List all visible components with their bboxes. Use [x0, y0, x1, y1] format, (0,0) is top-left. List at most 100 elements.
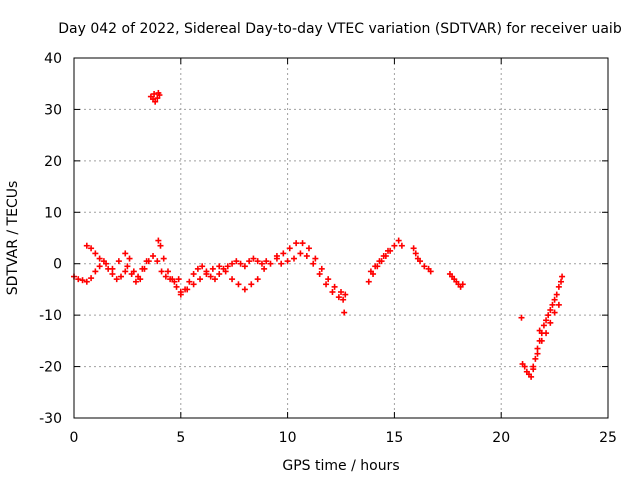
data-point	[305, 245, 312, 252]
data-point	[323, 281, 330, 288]
data-point	[132, 278, 139, 285]
data-point	[83, 242, 90, 249]
data-point	[197, 276, 204, 283]
data-point	[303, 253, 310, 259]
data-point	[543, 317, 550, 324]
y-tick-label: 0	[53, 257, 62, 273]
data-point	[235, 281, 242, 288]
data-point	[365, 278, 372, 285]
data-point	[79, 277, 86, 284]
data-point	[280, 250, 287, 257]
data-point	[126, 255, 133, 262]
data-points	[71, 89, 566, 380]
grid-lines	[74, 58, 608, 418]
data-point	[248, 281, 255, 288]
data-point	[329, 289, 336, 295]
data-point	[410, 245, 417, 252]
data-point	[532, 355, 539, 362]
data-point	[538, 337, 545, 344]
data-point	[186, 278, 193, 285]
data-point	[318, 265, 325, 272]
data-point	[312, 255, 319, 262]
data-point	[310, 260, 317, 267]
x-tick-label: 15	[385, 430, 403, 446]
data-point	[160, 255, 167, 262]
data-point	[521, 363, 528, 370]
data-point	[154, 258, 161, 265]
data-point	[559, 273, 566, 280]
data-point	[547, 307, 554, 313]
data-point	[325, 276, 332, 283]
data-point	[139, 265, 146, 272]
data-point	[164, 268, 171, 275]
data-point	[555, 283, 562, 290]
data-point	[103, 260, 110, 267]
y-tick-label: 10	[44, 205, 62, 221]
data-point	[335, 294, 342, 301]
y-tick-label: 40	[44, 51, 62, 67]
data-point	[384, 247, 391, 254]
data-point	[190, 281, 197, 288]
data-point	[367, 268, 374, 275]
data-point	[459, 281, 466, 288]
data-point	[273, 253, 280, 259]
data-point	[342, 291, 349, 298]
data-point	[555, 301, 562, 308]
data-point	[155, 237, 162, 244]
data-point	[341, 309, 348, 316]
y-tick-label: -30	[39, 411, 62, 427]
data-point	[536, 327, 543, 334]
data-point	[338, 289, 344, 295]
data-point	[293, 240, 300, 247]
data-point	[391, 242, 398, 249]
data-point	[540, 322, 547, 329]
data-point	[551, 309, 558, 316]
x-axis-label: GPS time / hours	[282, 458, 399, 474]
data-point	[261, 265, 268, 272]
x-tick-label: 20	[492, 430, 510, 446]
data-point	[427, 268, 434, 275]
data-point	[92, 250, 99, 257]
data-point	[96, 263, 103, 270]
data-point	[530, 363, 537, 370]
y-axis-label: SDTVAR / TECUs	[5, 181, 21, 296]
data-point	[267, 260, 274, 267]
data-point	[286, 245, 293, 252]
data-point	[222, 268, 229, 275]
data-point	[124, 263, 131, 270]
data-point	[254, 258, 261, 265]
data-point	[109, 265, 116, 272]
data-point	[558, 278, 565, 285]
y-tick-label: 20	[44, 154, 62, 170]
data-point	[199, 263, 206, 270]
data-point	[151, 91, 158, 97]
data-point	[545, 312, 552, 319]
data-point	[331, 283, 338, 290]
data-point	[122, 250, 129, 257]
data-point	[278, 260, 285, 267]
data-point	[376, 258, 383, 265]
data-point	[237, 260, 244, 267]
data-point	[534, 345, 541, 352]
data-point	[299, 240, 306, 247]
data-point	[297, 250, 304, 257]
data-point	[254, 276, 261, 283]
data-point	[549, 301, 556, 308]
data-point	[143, 258, 150, 265]
data-point	[96, 255, 103, 262]
data-point	[194, 265, 201, 272]
data-point	[130, 268, 137, 275]
data-point	[518, 314, 525, 321]
data-point	[157, 242, 164, 249]
data-point	[543, 330, 550, 337]
data-point	[372, 263, 379, 270]
data-point	[241, 263, 248, 270]
data-point	[224, 263, 231, 270]
data-point	[115, 258, 122, 265]
data-point	[395, 237, 402, 244]
data-point	[117, 273, 124, 280]
data-point	[184, 286, 191, 293]
y-tick-label: 30	[44, 102, 62, 118]
data-point	[233, 258, 240, 265]
